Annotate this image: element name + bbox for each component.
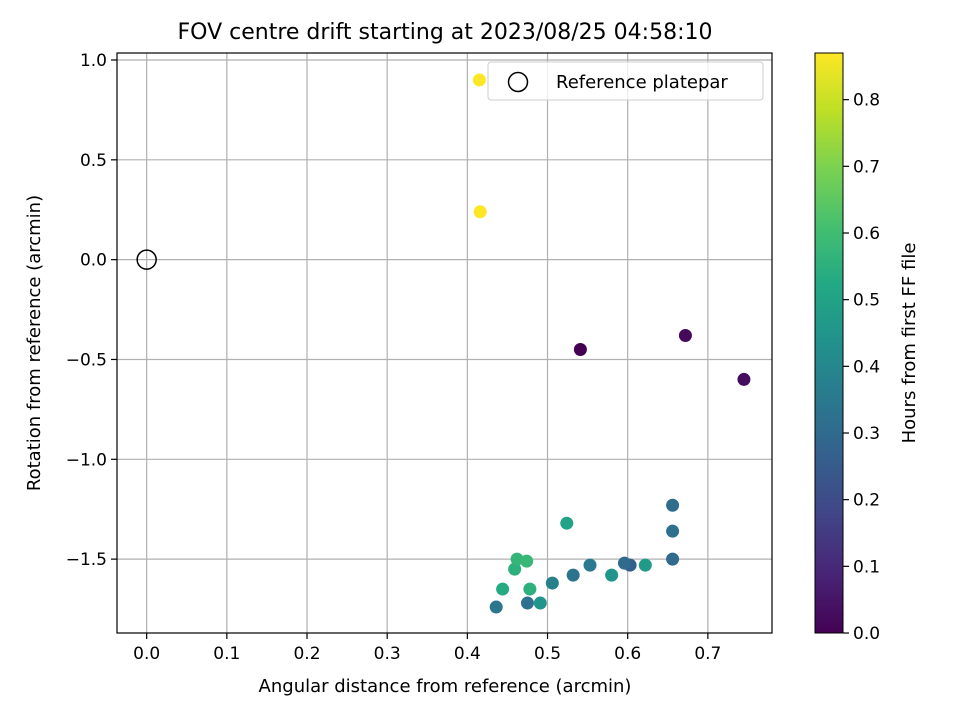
legend: Reference platepar (487, 61, 764, 101)
data-point (520, 596, 534, 610)
data-point (678, 329, 692, 343)
data-point (605, 568, 619, 582)
y-tick-label: −1.5 (66, 550, 107, 570)
y-tick-label: 1.0 (80, 51, 107, 71)
data-point (489, 600, 503, 614)
x-tick-label: 0.2 (293, 644, 320, 664)
colorbar-tick-label: 0.7 (853, 157, 880, 177)
axis-ticks: 0.0 0.1 0.2 0.3 0.4 0.5 0.6 0.7 −1.5 −1.0 −0.5 0.0 0… (66, 51, 722, 664)
x-tick-label: 0.1 (213, 644, 240, 664)
colorbar-tick-label: 0.8 (853, 91, 880, 111)
colorbar-tick-label: 0.3 (853, 424, 880, 444)
plot-frame (116, 52, 773, 634)
reference-marker (136, 249, 157, 270)
grid-lines (117, 53, 772, 633)
data-point (523, 582, 537, 596)
data-point (508, 562, 522, 576)
y-tick-label: 0.5 (80, 151, 107, 171)
data-point (666, 498, 680, 512)
data-point (737, 372, 751, 386)
legend-box (487, 61, 764, 101)
data-point (573, 342, 587, 356)
y-tick-label: 0.0 (80, 251, 107, 271)
data-point (666, 552, 680, 566)
x-tick-label: 0.6 (614, 644, 641, 664)
colorbar: 0.0 0.1 0.2 0.3 0.4 0.5 0.6 0.7 0.8 Hours from f… (814, 52, 920, 644)
data-point (496, 582, 510, 596)
data-point (617, 556, 631, 570)
data-point (560, 516, 574, 530)
chart-title: FOV centre drift starting at 2023/08/25 … (178, 20, 713, 45)
colorbar-label: Hours from first FF file (899, 243, 920, 444)
data-point (666, 524, 680, 538)
colorbar-tick-label: 0.2 (853, 491, 880, 511)
data-point (638, 558, 652, 572)
data-points (136, 73, 751, 614)
data-point (566, 568, 580, 582)
legend-marker-reference (507, 71, 529, 93)
colorbar-tick-label: 0.0 (853, 624, 880, 644)
data-point (520, 554, 534, 568)
data-point (473, 205, 487, 219)
x-tick-label: 0.7 (694, 644, 721, 664)
y-axis-label: Rotation from reference (arcmin) (24, 195, 45, 491)
x-tick-label: 0.3 (374, 644, 401, 664)
data-point (545, 576, 559, 590)
colorbar-tick-label: 0.6 (853, 224, 880, 244)
x-tick-label: 0.4 (454, 644, 481, 664)
x-tick-label: 0.5 (534, 644, 561, 664)
y-tick-label: −0.5 (66, 350, 107, 370)
data-point (583, 558, 597, 572)
colorbar-tick-label: 0.1 (853, 557, 880, 577)
data-point (533, 596, 547, 610)
x-tick-label: 0.0 (133, 644, 160, 664)
colorbar-ticks: 0.0 0.1 0.2 0.3 0.4 0.5 0.6 0.7 0.8 (843, 91, 880, 644)
colorbar-gradient (814, 52, 844, 634)
x-axis-label: Angular distance from reference (arcmin) (259, 676, 632, 697)
legend-label-reference: Reference platepar (556, 72, 728, 93)
y-tick-label: −1.0 (66, 450, 107, 470)
colorbar-tick-label: 0.4 (853, 357, 880, 377)
colorbar-tick-label: 0.5 (853, 291, 880, 311)
data-point (472, 73, 486, 87)
